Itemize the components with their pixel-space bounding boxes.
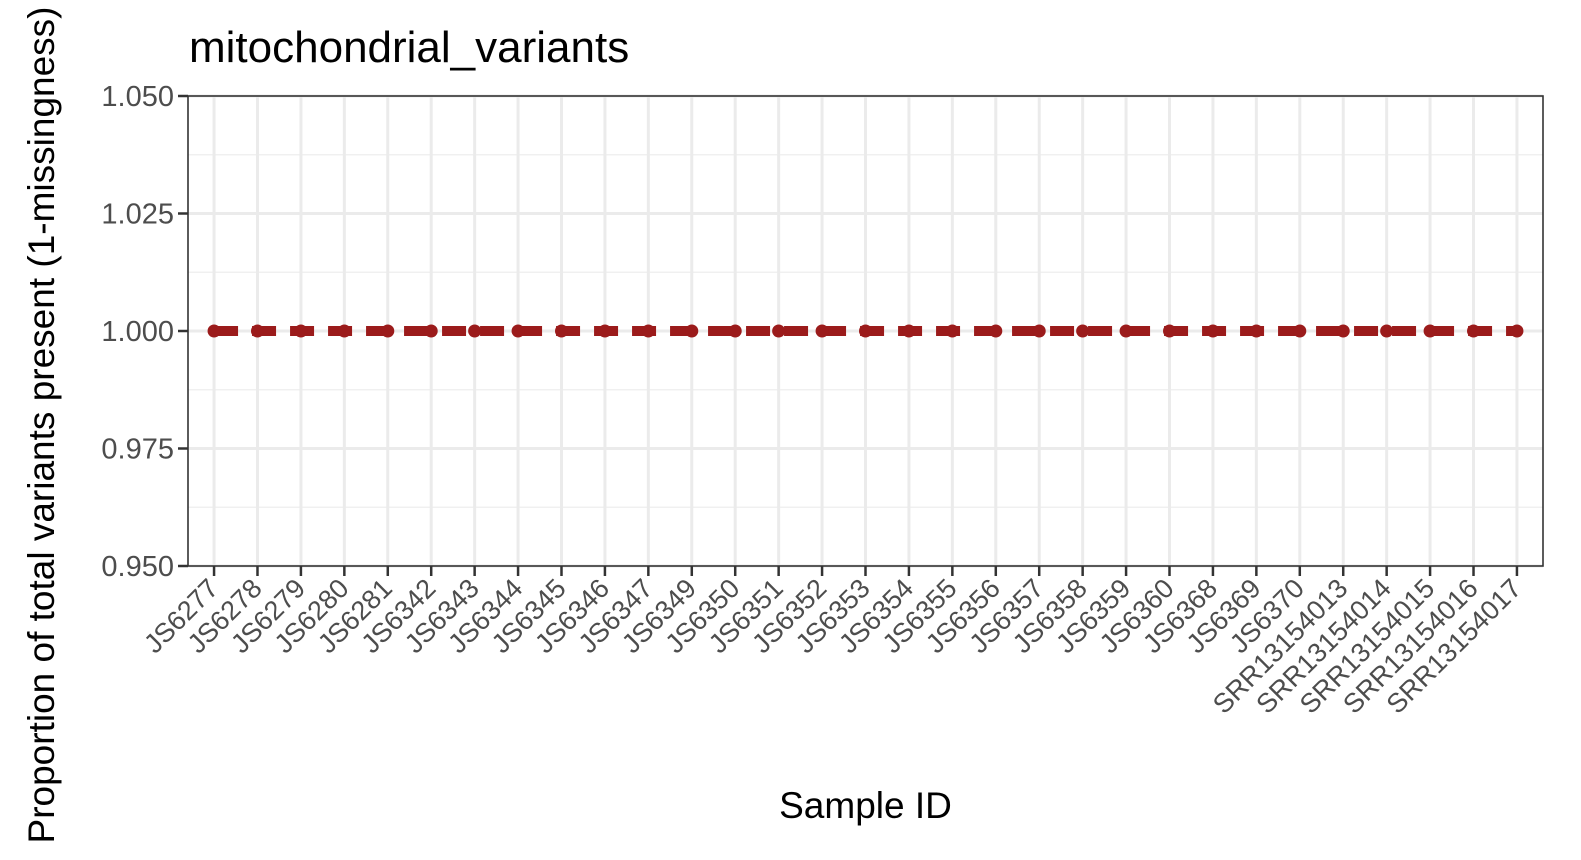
y-tick-label: 1.025: [101, 199, 174, 231]
data-point: [554, 324, 568, 338]
x-axis: JS6277JS6278JS6279JS6280JS6281JS6342JS63…: [138, 566, 1527, 720]
data-point: [1076, 324, 1090, 338]
data-point: [641, 324, 655, 338]
data-point: [468, 324, 482, 338]
data-point: [1423, 324, 1437, 338]
y-axis-label: Proportion of total variants present (1-…: [21, 7, 62, 844]
y-axis: 0.950 0.975 1.000 1.025 1.050: [101, 81, 188, 583]
x-axis-label: Sample ID: [779, 785, 952, 826]
y-tick-label: 0.950: [101, 551, 174, 583]
data-point: [945, 324, 959, 338]
data-point: [989, 324, 1003, 338]
data-point: [728, 324, 742, 338]
data-point: [1119, 324, 1133, 338]
data-point: [1510, 324, 1524, 338]
data-point: [815, 324, 829, 338]
data-point: [772, 324, 786, 338]
data-point: [511, 324, 525, 338]
data-point: [424, 324, 438, 338]
data-point: [1293, 324, 1307, 338]
data-point: [859, 324, 872, 338]
data-point: [250, 324, 264, 338]
data-point: [1249, 324, 1263, 338]
data-point: [1336, 324, 1350, 338]
data-point: [1032, 324, 1046, 338]
series-layer: [207, 324, 1524, 338]
data-point: [1163, 324, 1177, 338]
y-tick-label: 0.975: [101, 434, 174, 466]
data-point: [1467, 324, 1481, 338]
data-point: [294, 324, 308, 338]
data-point: [207, 324, 221, 338]
plot-area: [187, 94, 1544, 568]
data-point: [1206, 324, 1220, 338]
data-point: [381, 324, 395, 338]
data-point: [337, 324, 351, 338]
chart-title: mitochondrial_variants: [189, 23, 629, 72]
data-point: [1380, 324, 1394, 338]
data-point: [685, 324, 699, 338]
data-point: [598, 324, 612, 338]
data-point: [902, 324, 916, 338]
y-tick-label: 1.050: [101, 81, 174, 113]
y-tick-label: 1.000: [101, 316, 174, 348]
